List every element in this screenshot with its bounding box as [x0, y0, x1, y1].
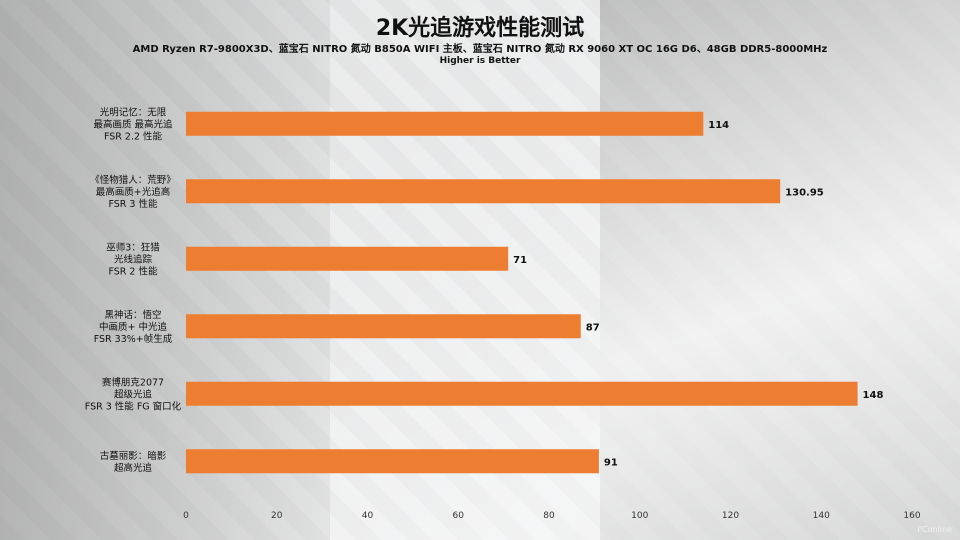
category-label-2: 巫师3：狂猎光线追踪 FSR 2 性能	[106, 241, 160, 277]
x-tick-label-7: 140	[813, 511, 830, 521]
category-label-line: 超高光追	[114, 462, 153, 474]
category-label-line: 黑神话：悟空	[104, 309, 161, 321]
category-label-line: 巫师3：狂猎	[106, 241, 160, 253]
x-tick-label-3: 60	[453, 511, 465, 521]
category-label-line: 光明记忆：无限	[100, 106, 167, 118]
x-tick-label-8: 160	[903, 511, 920, 521]
category-label-4: 赛博朋克2077 超级光追 FSR 3 性能 FG 窗口化	[85, 376, 182, 412]
chart-note: Higher is Better	[439, 56, 521, 66]
chart-title: 2K光追游戏性能测试	[375, 16, 585, 41]
chart-subtitle: AMD Ryzen R7-9800X3D、蓝宝石 NITRO 氮动 B850A …	[132, 44, 828, 55]
bar-value-label-2: 71	[513, 255, 527, 266]
category-label-3: 黑神话：悟空中画质+ 中光追 FSR 33%+帧生成	[94, 309, 173, 345]
watermark: PConline	[917, 525, 952, 534]
category-label-5: 古墓丽影：暗影超高光追	[100, 450, 167, 474]
bar-value-label-1: 130.95	[785, 187, 824, 198]
x-tick-label-1: 20	[271, 511, 283, 521]
x-tick-label-5: 100	[631, 511, 648, 521]
bar-5	[186, 449, 599, 474]
category-label-1: 《怪物猎人：荒野》最高画质+光追高 FSR 3 性能	[90, 174, 176, 210]
bar-3	[186, 314, 581, 339]
background-motherboard	[600, 0, 960, 540]
category-label-line: 超级光追	[114, 388, 153, 400]
category-label-line: FSR 2 性能	[108, 265, 158, 277]
category-label-line: 古墓丽影：暗影	[100, 450, 167, 462]
bar-2	[186, 246, 509, 271]
category-label-line: 赛博朋克2077	[102, 376, 164, 388]
category-label-line: 中画质+ 中光追	[99, 321, 167, 333]
category-label-line: 最高画质+光追高	[96, 186, 170, 198]
category-label-line: FSR 3 性能	[108, 198, 158, 210]
category-label-line: FSR 33%+帧生成	[94, 333, 173, 345]
x-tick-label-2: 40	[362, 511, 374, 521]
bar-4	[186, 381, 858, 406]
bar-0	[186, 111, 704, 136]
bar-value-label-4: 148	[863, 390, 884, 401]
category-label-line: 《怪物猎人：荒野》	[90, 174, 176, 186]
x-tick-label-6: 120	[722, 511, 739, 521]
category-label-line: FSR 3 性能 FG 窗口化	[85, 400, 182, 412]
bar-value-label-5: 91	[604, 457, 618, 468]
x-tick-label-4: 80	[543, 511, 555, 521]
x-tick-label-0: 0	[183, 511, 189, 521]
bar-value-label-0: 114	[708, 120, 729, 131]
bar-value-label-3: 87	[586, 322, 600, 333]
category-label-line: FSR 2.2 性能	[104, 130, 163, 142]
category-label-line: 最高画质 最高光追	[93, 118, 173, 130]
category-label-line: 光线追踪	[114, 253, 153, 265]
bar-1	[186, 179, 781, 204]
category-label-0: 光明记忆：无限最高画质 最高光追 FSR 2.2 性能	[93, 106, 173, 142]
